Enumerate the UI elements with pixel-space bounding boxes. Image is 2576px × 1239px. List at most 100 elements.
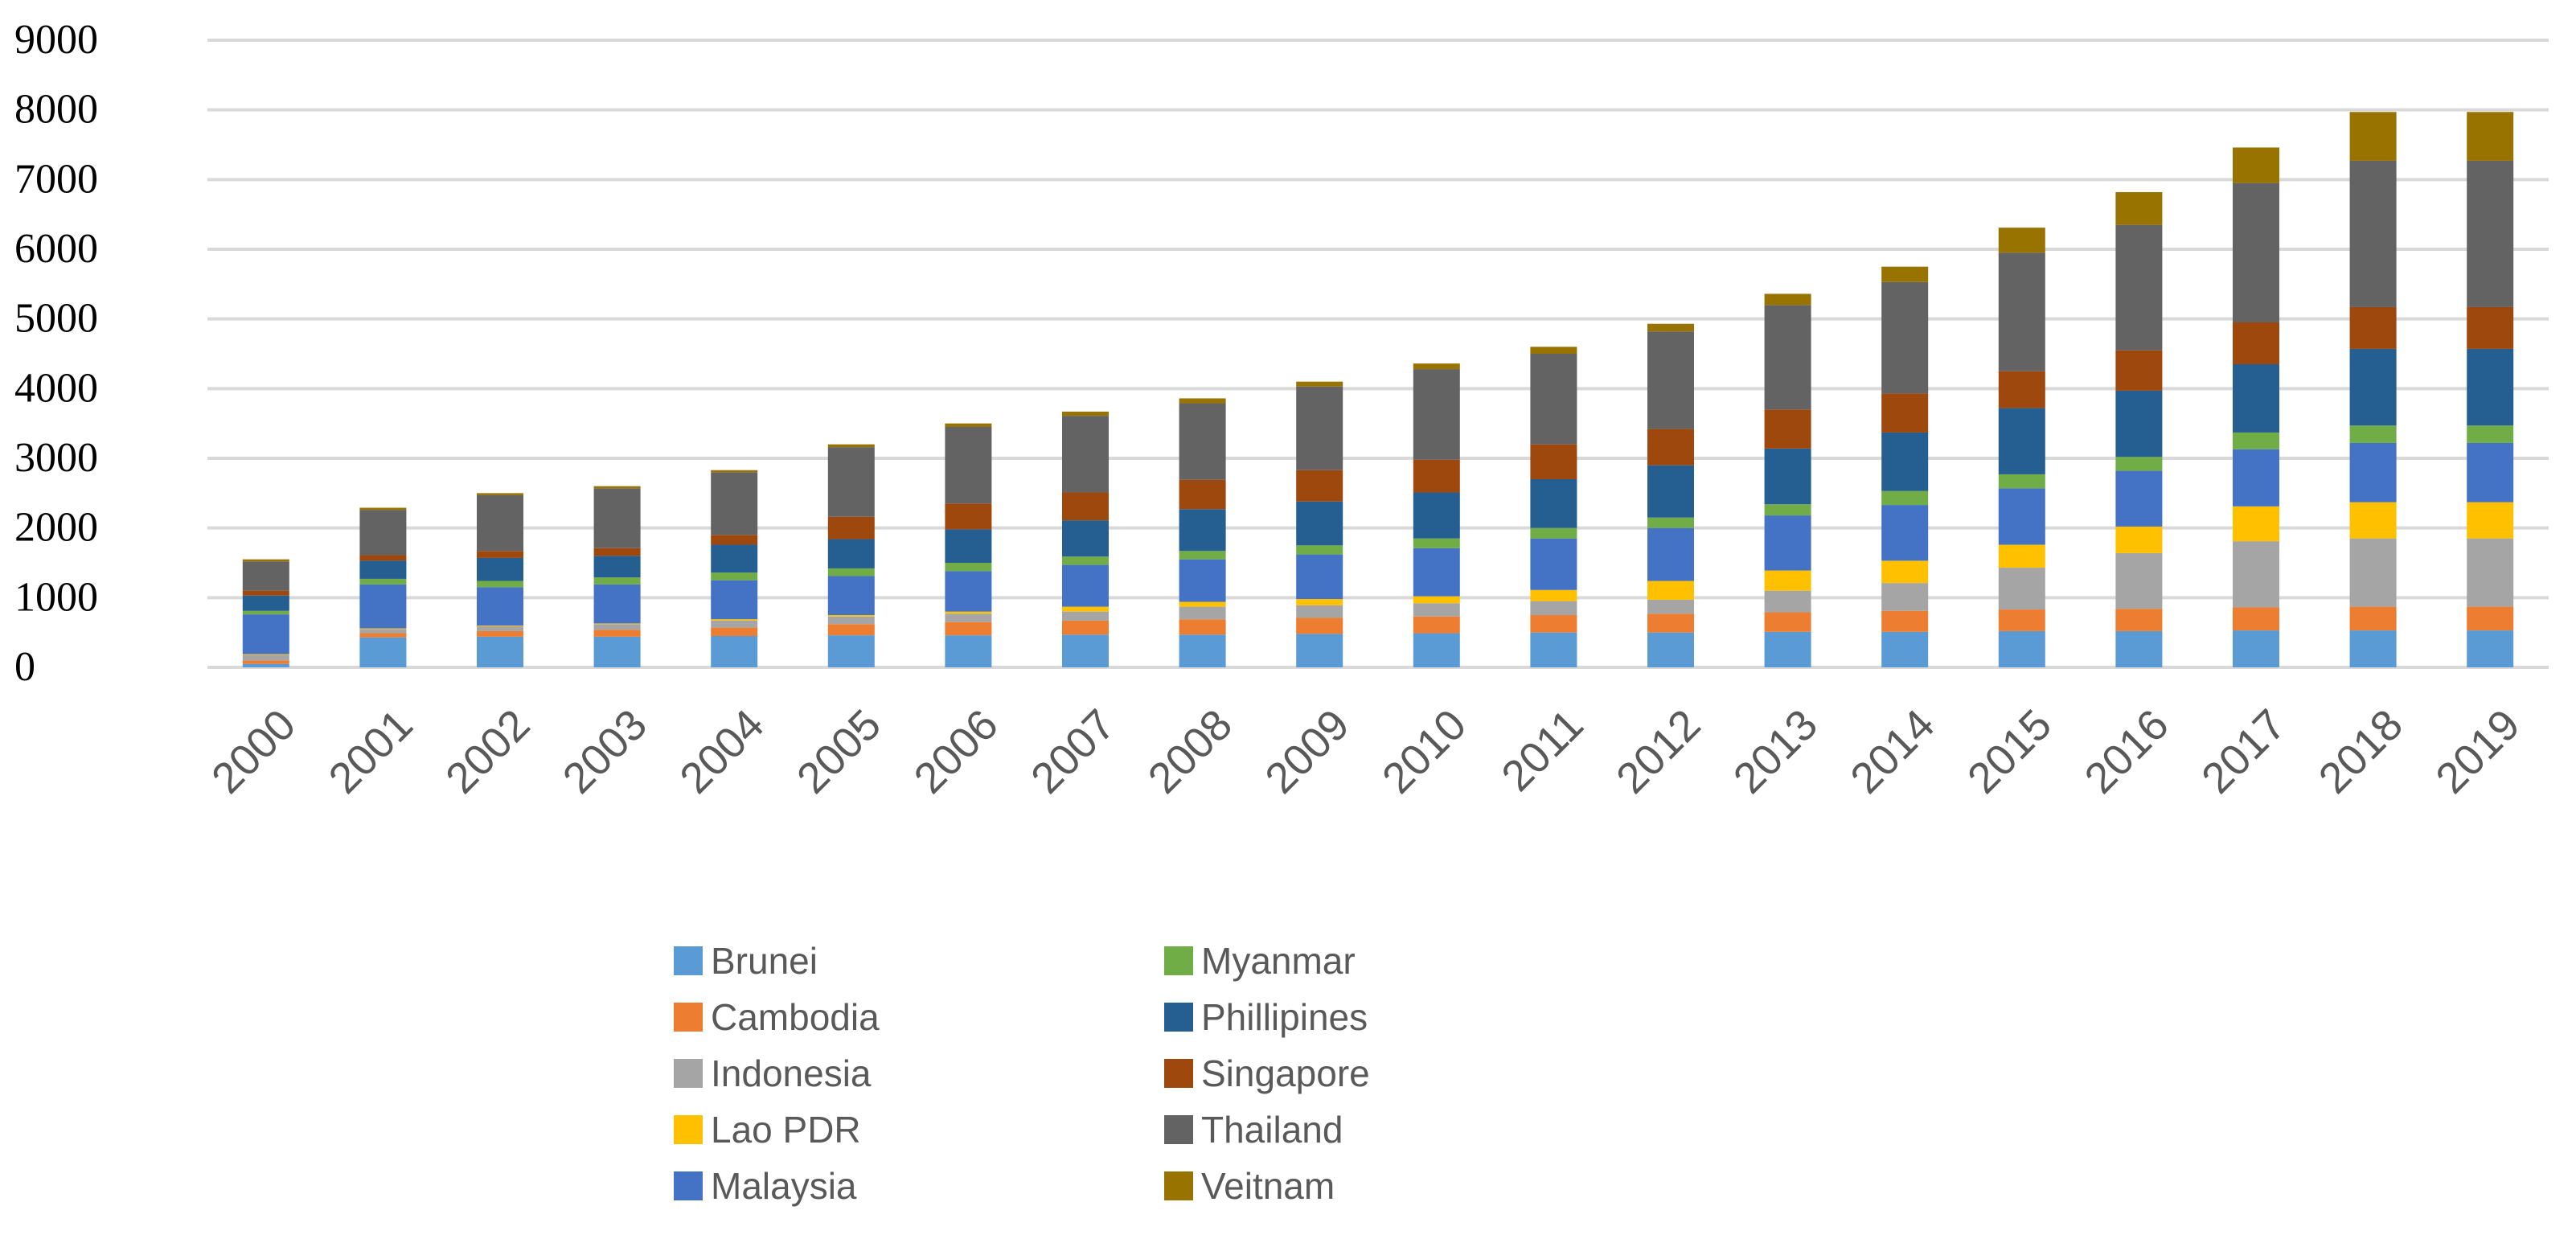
bar-segment-cambodia-2009 xyxy=(1296,617,1343,634)
bar-segment-brunei-2018 xyxy=(2349,630,2397,667)
bar-segment-brunei-2016 xyxy=(2115,630,2163,667)
bar-segment-lao-pdr-2001 xyxy=(359,628,407,630)
bar-segment-veitnam-2007 xyxy=(1062,411,1109,416)
bar-segment-thailand-2007 xyxy=(1062,416,1109,493)
bar-segment-brunei-2015 xyxy=(1998,630,2045,667)
legend-swatch-malaysia xyxy=(674,1171,703,1200)
x-tick-label: 2019 xyxy=(2426,700,2529,802)
bar-segment-brunei-2010 xyxy=(1413,633,1460,667)
bar-segment-thailand-2016 xyxy=(2115,224,2163,351)
bar-segment-thailand-2003 xyxy=(593,488,641,548)
bar-segment-malaysia-2006 xyxy=(945,571,992,612)
bar-segment-singapore-2011 xyxy=(1530,444,1577,479)
bar-segment-indonesia-2012 xyxy=(1647,599,1694,614)
bar-segment-veitnam-2014 xyxy=(1881,266,1929,282)
bar-segment-veitnam-2001 xyxy=(359,507,407,511)
bar-segment-malaysia-2004 xyxy=(711,580,758,620)
x-tick-label: 2001 xyxy=(320,700,422,802)
bar-segment-myanmar-2008 xyxy=(1179,551,1226,560)
x-tick-label: 2003 xyxy=(554,700,656,802)
bar-segment-indonesia-2008 xyxy=(1179,606,1226,620)
x-tick-label: 2006 xyxy=(905,700,1007,802)
bar-segment-thailand-2009 xyxy=(1296,386,1343,470)
bar-segment-myanmar-2012 xyxy=(1647,517,1694,528)
bar-segment-phillipines-2019 xyxy=(2467,348,2514,426)
bar-segment-thailand-2005 xyxy=(827,447,875,517)
bar-segment-thailand-2014 xyxy=(1881,281,1929,394)
bar-segment-lao-pdr-2018 xyxy=(2349,502,2397,539)
bar-segment-indonesia-2003 xyxy=(593,624,641,630)
bar-segment-phillipines-2003 xyxy=(593,556,641,578)
legend-swatch-phillipines xyxy=(1164,1003,1193,1032)
bar-segment-singapore-2015 xyxy=(1998,371,2045,408)
legend-swatch-brunei xyxy=(674,946,703,975)
bar-segment-brunei-2014 xyxy=(1881,631,1929,667)
y-tick-label: 1000 xyxy=(14,574,98,620)
bar-segment-lao-pdr-2012 xyxy=(1647,581,1694,600)
bar-segment-malaysia-2000 xyxy=(242,614,289,654)
bar-segment-lao-pdr-2005 xyxy=(827,615,875,617)
bar-segment-phillipines-2000 xyxy=(242,595,289,611)
x-tick-label: 2004 xyxy=(671,700,773,802)
bar-segment-phillipines-2004 xyxy=(711,544,758,573)
bar-segment-malaysia-2009 xyxy=(1296,554,1343,600)
bar-segment-malaysia-2011 xyxy=(1530,538,1577,590)
x-tick-label: 2000 xyxy=(203,700,305,802)
y-tick-label: 4000 xyxy=(14,365,98,411)
bar-segment-brunei-2017 xyxy=(2233,630,2279,667)
bar-segment-cambodia-2017 xyxy=(2233,607,2279,631)
bar-segment-veitnam-2002 xyxy=(477,493,523,495)
bar-segment-indonesia-2016 xyxy=(2115,552,2163,609)
bar-segment-brunei-2006 xyxy=(945,635,992,667)
legend-swatch-veitnam xyxy=(1164,1171,1193,1200)
bar-segment-phillipines-2001 xyxy=(359,560,407,579)
bar-segment-malaysia-2016 xyxy=(2115,470,2163,527)
x-tick-label: 2009 xyxy=(1256,700,1358,802)
bar-segment-cambodia-2011 xyxy=(1530,615,1577,633)
bar-segment-singapore-2002 xyxy=(477,551,523,558)
bar-segment-thailand-2001 xyxy=(359,510,407,556)
bar-segment-indonesia-2007 xyxy=(1062,611,1109,621)
bar-segment-cambodia-2004 xyxy=(711,627,758,636)
bar-segment-veitnam-2018 xyxy=(2349,112,2397,161)
bar-segment-thailand-2006 xyxy=(945,427,992,504)
bar-segment-myanmar-2014 xyxy=(1881,490,1929,506)
bar-segment-myanmar-2005 xyxy=(827,568,875,576)
bar-segment-myanmar-2015 xyxy=(1998,474,2045,489)
bar-segment-thailand-2015 xyxy=(1998,252,2045,371)
y-axis: 0 1000 2000 3000 4000 5000 6000 7000 8000 9000 xyxy=(14,17,98,690)
bar-segment-singapore-2017 xyxy=(2233,322,2279,364)
bar-segment-cambodia-2015 xyxy=(1998,609,2045,631)
bar-segment-phillipines-2009 xyxy=(1296,501,1343,546)
bar-segment-myanmar-2000 xyxy=(242,610,289,615)
bar-segment-veitnam-2006 xyxy=(945,423,992,427)
x-tick-label: 2007 xyxy=(1022,700,1124,802)
bar-segment-cambodia-2002 xyxy=(477,630,523,637)
bar-segment-singapore-2018 xyxy=(2349,306,2397,349)
bar-segment-malaysia-2012 xyxy=(1647,527,1694,581)
bar-segment-indonesia-2005 xyxy=(827,616,875,625)
bar-segment-indonesia-2019 xyxy=(2467,538,2514,607)
bar-segment-myanmar-2017 xyxy=(2233,432,2279,449)
bar-segment-phillipines-2005 xyxy=(827,539,875,568)
bar-segment-cambodia-2008 xyxy=(1179,619,1226,635)
bar-segment-brunei-2011 xyxy=(1530,632,1577,667)
bar-segment-singapore-2006 xyxy=(945,503,992,530)
bar-segment-myanmar-2010 xyxy=(1413,538,1460,548)
bar-segment-phillipines-2007 xyxy=(1062,520,1109,557)
legend-label-veitnam: Veitnam xyxy=(1201,1165,1335,1207)
bar-segment-lao-pdr-2016 xyxy=(2115,526,2163,553)
bar-segment-malaysia-2003 xyxy=(593,584,641,624)
bar-segment-singapore-2003 xyxy=(593,548,641,556)
bar-segment-phillipines-2002 xyxy=(477,557,523,581)
bar-segment-phillipines-2018 xyxy=(2349,348,2397,426)
bar-segment-thailand-2019 xyxy=(2467,160,2514,307)
bar-segment-cambodia-2014 xyxy=(1881,610,1929,632)
bar-segment-lao-pdr-2011 xyxy=(1530,589,1577,601)
legend-swatch-cambodia xyxy=(674,1003,703,1032)
bar-segment-lao-pdr-2013 xyxy=(1764,570,1811,591)
legend-swatch-lao-pdr xyxy=(674,1115,703,1144)
bar-segment-lao-pdr-2006 xyxy=(945,611,992,614)
x-tick-label: 2013 xyxy=(1725,700,1827,802)
y-tick-label: 6000 xyxy=(14,226,98,272)
